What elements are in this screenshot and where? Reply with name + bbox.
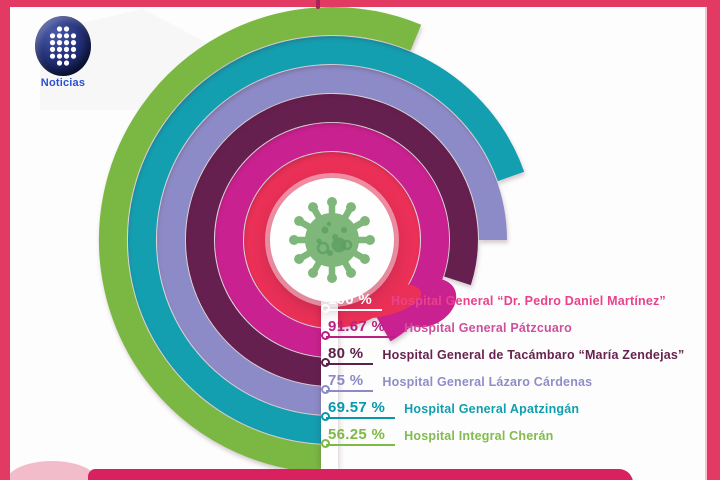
ring-3 bbox=[157, 65, 507, 415]
logo-sphere-icon bbox=[35, 16, 91, 76]
leader-dot-icon bbox=[321, 304, 330, 313]
legend-row-4: 69.57 % Hospital General Apatzingán bbox=[321, 399, 685, 421]
ring-5 bbox=[98, 7, 422, 473]
frame-border-right-accent bbox=[705, 7, 707, 480]
hospital-name: Hospital General Apatzingán bbox=[404, 402, 580, 416]
percent-value: 100 % bbox=[321, 291, 383, 313]
percent-value: 69.57 % bbox=[321, 399, 396, 421]
legend-row-1: 91.67 % Hospital General Pátzcuaro bbox=[321, 318, 685, 340]
frame-border-left bbox=[0, 0, 10, 480]
logo-dots-pattern bbox=[49, 26, 77, 66]
percent-value: 91.67 % bbox=[321, 318, 396, 340]
legend-row-2: 80 % Hospital General de Tacámbaro “María… bbox=[321, 345, 685, 367]
ring-1 bbox=[215, 123, 449, 357]
station-logo: Noticias bbox=[18, 16, 108, 89]
hospital-legend: 100 % Hospital General “Dr. Pedro Daniel … bbox=[321, 291, 685, 453]
legend-row-0: 100 % Hospital General “Dr. Pedro Daniel … bbox=[321, 291, 685, 313]
ring-2 bbox=[185, 94, 478, 386]
leader-dot-icon bbox=[321, 385, 330, 394]
frame-border-right bbox=[707, 0, 720, 480]
leader-dot-icon bbox=[321, 439, 330, 448]
leader-dot-icon bbox=[321, 358, 330, 367]
bottom-banner-bar bbox=[88, 469, 633, 480]
ring-4 bbox=[127, 36, 525, 444]
frame-border-top bbox=[0, 0, 720, 7]
cropped-title-mark bbox=[316, 0, 320, 9]
hospital-name: Hospital General de Tacámbaro “María Zen… bbox=[382, 348, 685, 362]
legend-row-5: 56.25 % Hospital Integral Cherán bbox=[321, 426, 685, 448]
percent-value: 75 % bbox=[321, 372, 374, 394]
coronavirus-icon bbox=[289, 197, 375, 283]
percent-value: 56.25 % bbox=[321, 426, 396, 448]
hospital-name: Hospital General Pátzcuaro bbox=[404, 321, 572, 335]
leader-dot-icon bbox=[321, 331, 330, 340]
hospital-name: Hospital General “Dr. Pedro Daniel Martí… bbox=[391, 294, 666, 308]
hospital-name: Hospital Integral Cherán bbox=[404, 429, 554, 443]
chart-center-circle bbox=[270, 178, 394, 302]
percent-value: 80 % bbox=[321, 345, 374, 367]
legend-row-3: 75 % Hospital General Lázaro Cárdenas bbox=[321, 372, 685, 394]
logo-label: Noticias bbox=[40, 77, 86, 89]
leader-dot-icon bbox=[321, 412, 330, 421]
bottom-left-blob bbox=[6, 461, 98, 480]
hospital-name: Hospital General Lázaro Cárdenas bbox=[382, 375, 593, 389]
